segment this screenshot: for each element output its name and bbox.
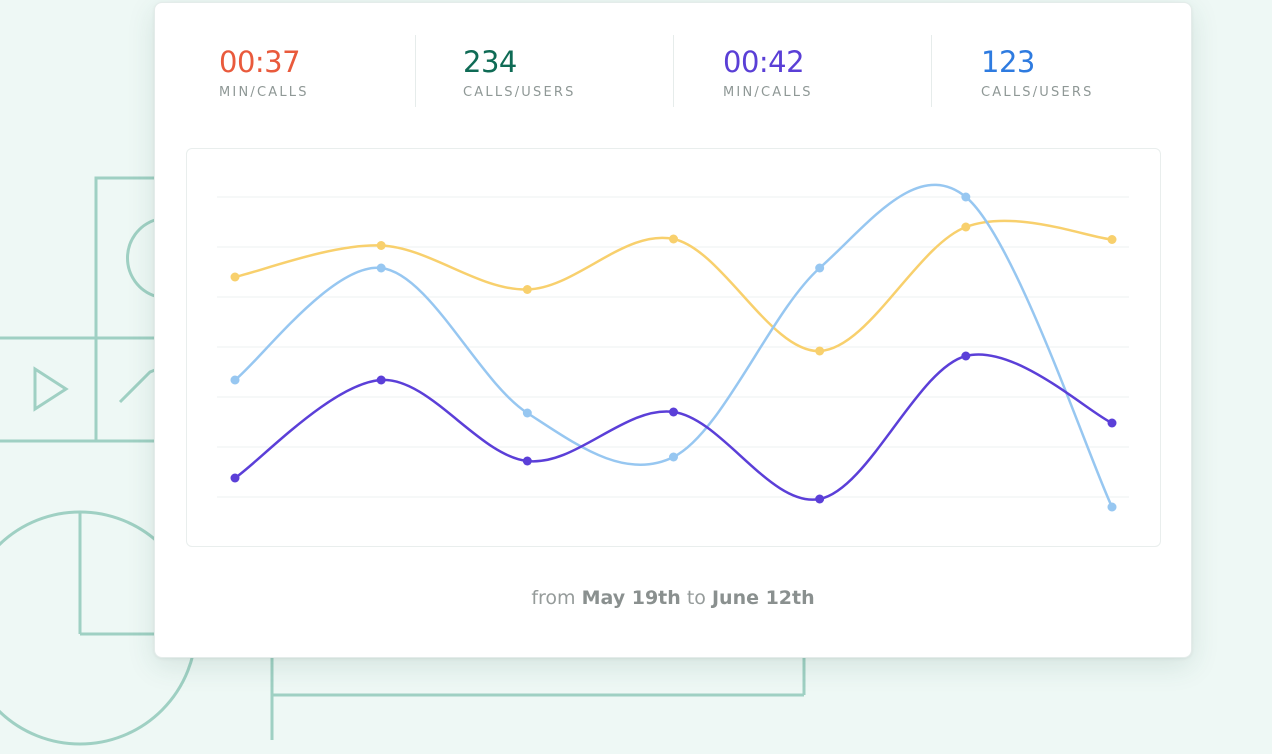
date-range-start: May 19th bbox=[581, 587, 681, 609]
series-1-point-6 bbox=[961, 222, 971, 232]
stat-label: CALLS/USERS bbox=[463, 85, 576, 100]
series-2-point-5 bbox=[815, 263, 825, 273]
series-3-point-6 bbox=[961, 351, 971, 361]
stat-avg-call-duration-2: 00:42 MIN/CALLS bbox=[723, 43, 813, 100]
series-1-point-3 bbox=[522, 285, 532, 294]
series-2-point-3 bbox=[522, 408, 532, 418]
stat-calls-per-user-1: 234 CALLS/USERS bbox=[463, 43, 576, 100]
stat-label: MIN/CALLS bbox=[723, 85, 813, 100]
series-3-point-4 bbox=[669, 407, 678, 417]
stat-divider bbox=[415, 35, 416, 107]
stat-divider bbox=[931, 35, 932, 107]
series-2-point-1 bbox=[230, 375, 240, 385]
date-range-end: June 12th bbox=[711, 587, 815, 609]
stat-label: MIN/CALLS bbox=[219, 85, 309, 100]
series-1-point-4 bbox=[669, 234, 678, 244]
stat-value: 00:42 bbox=[723, 45, 805, 79]
series-2-point-7 bbox=[1107, 502, 1117, 512]
stat-avg-call-duration-1: 00:37 MIN/CALLS bbox=[219, 43, 309, 100]
stat-value: 00:37 bbox=[219, 45, 301, 79]
series-1-point-7 bbox=[1107, 235, 1117, 244]
series-3-point-3 bbox=[522, 456, 532, 466]
series-2-point-4 bbox=[669, 452, 678, 462]
series-2-point-6 bbox=[961, 192, 971, 202]
series-3-point-5 bbox=[815, 494, 825, 504]
stat-divider bbox=[673, 35, 674, 107]
series-1-point-2 bbox=[376, 241, 386, 250]
stats-card: 00:37 MIN/CALLS 234 CALLS/USERS 00:42 MI… bbox=[154, 2, 1192, 658]
stat-value: 123 bbox=[981, 45, 1035, 79]
date-range-connector: to bbox=[686, 587, 706, 609]
series-line-3 bbox=[234, 353, 1113, 501]
series-1-point-5 bbox=[815, 346, 825, 356]
series-3-point-2 bbox=[376, 375, 386, 385]
series-1-point-1 bbox=[230, 272, 240, 282]
stat-calls-per-user-2: 123 CALLS/USERS bbox=[981, 43, 1094, 100]
series-3-point-1 bbox=[230, 473, 240, 483]
stat-value: 234 bbox=[463, 45, 517, 79]
line-chart-svg bbox=[217, 183, 1129, 512]
stats-row: 00:37 MIN/CALLS 234 CALLS/USERS 00:42 MI… bbox=[155, 3, 1191, 123]
date-range-prefix: from bbox=[531, 587, 576, 609]
series-2-point-2 bbox=[376, 263, 386, 273]
date-range: from May 19th to June 12th bbox=[155, 587, 1191, 609]
line-chart bbox=[186, 148, 1161, 547]
stat-label: CALLS/USERS bbox=[981, 85, 1094, 100]
series-3-point-7 bbox=[1107, 418, 1117, 428]
